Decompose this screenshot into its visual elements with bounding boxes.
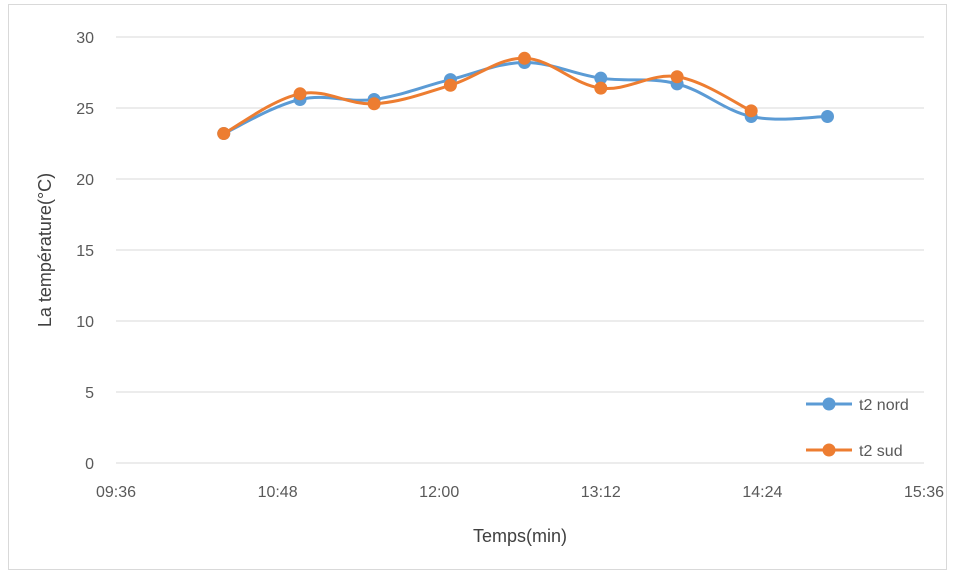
- legend-marker-t2-sud: [822, 443, 836, 457]
- x-tick-label: 10:48: [258, 484, 298, 501]
- data-point-t2-nord-8: [820, 110, 834, 124]
- gridlines: [116, 36, 924, 464]
- series-line-t2-nord: [222, 61, 829, 136]
- series-group: [217, 51, 834, 141]
- legend-label-t2-sud: t2 sud: [859, 443, 903, 460]
- data-point-t2-sud-5: [594, 81, 608, 95]
- y-axis-ticks: 0 5 10 15 20 25 30: [76, 30, 94, 473]
- data-point-t2-sud-3: [443, 78, 457, 92]
- y-tick-label: 15: [76, 243, 94, 260]
- y-tick-label: 10: [76, 314, 94, 331]
- data-point-t2-sud-6: [670, 70, 684, 84]
- data-point-t2-sud-4: [517, 51, 531, 65]
- y-tick-label: 30: [76, 30, 94, 47]
- x-tick-label: 09:36: [96, 484, 136, 501]
- x-tick-label: 15:36: [904, 484, 944, 501]
- data-point-t2-sud-0: [217, 127, 231, 141]
- legend-marker-t2-nord: [822, 397, 836, 411]
- data-point-t2-sud-1: [293, 87, 307, 101]
- y-tick-label: 5: [85, 385, 94, 402]
- y-tick-label: 0: [85, 456, 94, 473]
- y-tick-label: 25: [76, 101, 94, 118]
- y-tick-label: 20: [76, 172, 94, 189]
- x-tick-label: 14:24: [742, 484, 782, 501]
- y-axis-title: La température(°C): [35, 173, 55, 327]
- x-axis-ticks: 09:36 10:48 12:00 13:12 14:24 15:36: [96, 484, 944, 501]
- chart-area: [8, 4, 947, 570]
- data-point-t2-nord-5: [594, 71, 608, 85]
- data-point-t2-sud-2: [367, 97, 381, 111]
- x-tick-label: 13:12: [581, 484, 621, 501]
- x-tick-label: 12:00: [419, 484, 459, 501]
- data-point-t2-sud-7: [744, 104, 758, 118]
- legend: t2 nord t2 sud: [806, 397, 909, 460]
- x-axis-title: Temps(min): [473, 526, 567, 546]
- legend-label-t2-nord: t2 nord: [859, 397, 909, 414]
